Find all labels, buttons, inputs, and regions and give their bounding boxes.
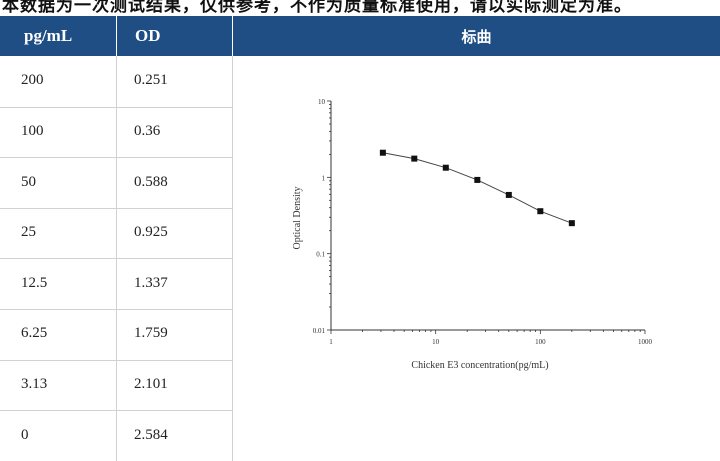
- cell-od: 0.251: [134, 72, 168, 89]
- y-tick-label: 10: [318, 98, 326, 106]
- row-divider: [0, 207, 232, 209]
- row-divider: [0, 106, 232, 108]
- y-axis-label: Optical Density: [292, 186, 303, 249]
- y-tick-label: 0.1: [316, 251, 325, 259]
- y-tick-label: 0.01: [313, 327, 326, 335]
- cell-od: 1.337: [134, 274, 168, 291]
- row-divider: [0, 359, 232, 361]
- row-divider: [0, 258, 232, 260]
- header-concentration: pg/mL: [0, 16, 116, 56]
- cell-od: 0.588: [134, 173, 168, 190]
- top-note: 本数据为一次测试结果，仅供参考，不作为质量标准使用，请以实际测定为准。: [0, 0, 720, 16]
- data-point: [505, 191, 512, 198]
- data-point: [411, 155, 418, 162]
- chart-points: [379, 149, 575, 227]
- cell-od: 0.925: [134, 224, 168, 241]
- data-point: [537, 208, 544, 215]
- row-divider: [0, 157, 232, 159]
- data-point: [568, 220, 575, 227]
- chart-axes: [330, 101, 645, 331]
- cell-concentration: 50: [21, 173, 36, 190]
- column-divider: [232, 56, 233, 461]
- x-tick-label: 1: [329, 338, 333, 346]
- data-point: [379, 149, 386, 156]
- cell-concentration: 100: [21, 122, 44, 139]
- data-point: [474, 176, 481, 183]
- standard-curve-chart: 1 10 100 1000 0.01 0.1 1 10 Chicken E3 concentr…: [292, 98, 653, 371]
- fit-line: [382, 152, 572, 224]
- y-tick-label: 1: [322, 174, 326, 182]
- header-standard-curve: 标曲: [233, 16, 720, 56]
- cell-od: 1.759: [134, 325, 168, 342]
- x-tick-label: 100: [535, 338, 546, 346]
- cell-concentration: 12.5: [21, 274, 48, 291]
- cell-od: 2.101: [134, 375, 168, 392]
- x-tick-label: 10: [432, 338, 440, 346]
- cell-concentration: 200: [21, 72, 44, 89]
- x-axis-label: Chicken E3 concentration(pg/mL): [411, 360, 548, 371]
- header-od: OD: [117, 16, 232, 56]
- row-divider: [0, 309, 232, 310]
- cell-concentration: 6.25: [21, 325, 48, 342]
- cell-concentration: 3.13: [21, 375, 48, 392]
- top-note-text: 本数据为一次测试结果，仅供参考，不作为质量标准使用，请以实际测定为准。: [2, 0, 632, 15]
- cell-od: 2.584: [134, 426, 168, 443]
- chart-ticks: 1 10 100 1000 0.01 0.1 1 10: [313, 98, 653, 346]
- cell-concentration: 0: [21, 426, 29, 443]
- row-divider: [0, 410, 232, 412]
- x-tick-label: 1000: [638, 338, 653, 346]
- cell-concentration: 25: [21, 224, 36, 241]
- cell-od: 0.36: [134, 122, 161, 139]
- data-point: [442, 164, 449, 171]
